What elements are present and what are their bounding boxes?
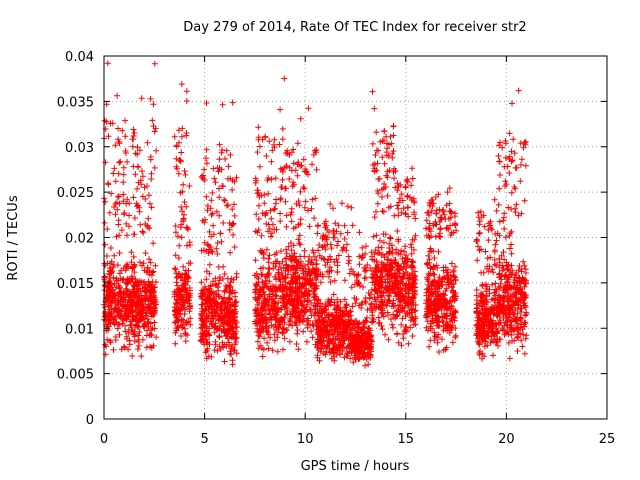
scatter-cluster [314,200,355,364]
scatter-cluster [252,75,288,360]
x-axis: 0 5 10 15 20 25 [100,56,615,447]
x-tick-label: 20 [498,432,515,447]
data-points [101,60,530,369]
y-tick-label: 0.015 [57,277,94,292]
chart-title: Day 279 of 2014, Rate Of TEC Index for r… [183,20,526,35]
scatter-cluster [368,88,397,345]
scatter-cluster [101,60,160,360]
scatter-cluster [495,87,530,362]
x-tick-label: 0 [100,432,108,447]
y-tick-label: 0.005 [57,368,94,383]
y-tick-label: 0.01 [65,322,94,337]
scatter-cluster [171,81,194,347]
scatter-cluster [348,222,375,369]
scatter-cluster [423,185,460,355]
y-tick-label: 0.04 [65,50,94,65]
x-tick-label: 25 [599,432,616,447]
scatter-cluster [391,165,419,349]
y-tick-label: 0.02 [65,232,94,247]
y-tick-label: 0 [86,413,94,428]
scatter-cluster [282,105,321,353]
grid-lines [104,56,607,419]
x-tick-label: 5 [200,432,208,447]
x-tick-label: 10 [297,432,314,447]
y-tick-label: 0.03 [65,141,94,156]
y-axis: 0 0.005 0.01 0.015 0.02 0.025 0.03 0.035 0.04 [57,50,607,428]
y-axis-label: ROTI / TECUs [6,195,21,280]
scatter-cluster [473,196,502,362]
y-tick-label: 0.035 [57,95,94,110]
y-tick-label: 0.025 [57,186,94,201]
x-axis-label: GPS time / hours [301,459,410,474]
x-tick-label: 15 [398,432,415,447]
scatter-cluster [197,99,240,368]
